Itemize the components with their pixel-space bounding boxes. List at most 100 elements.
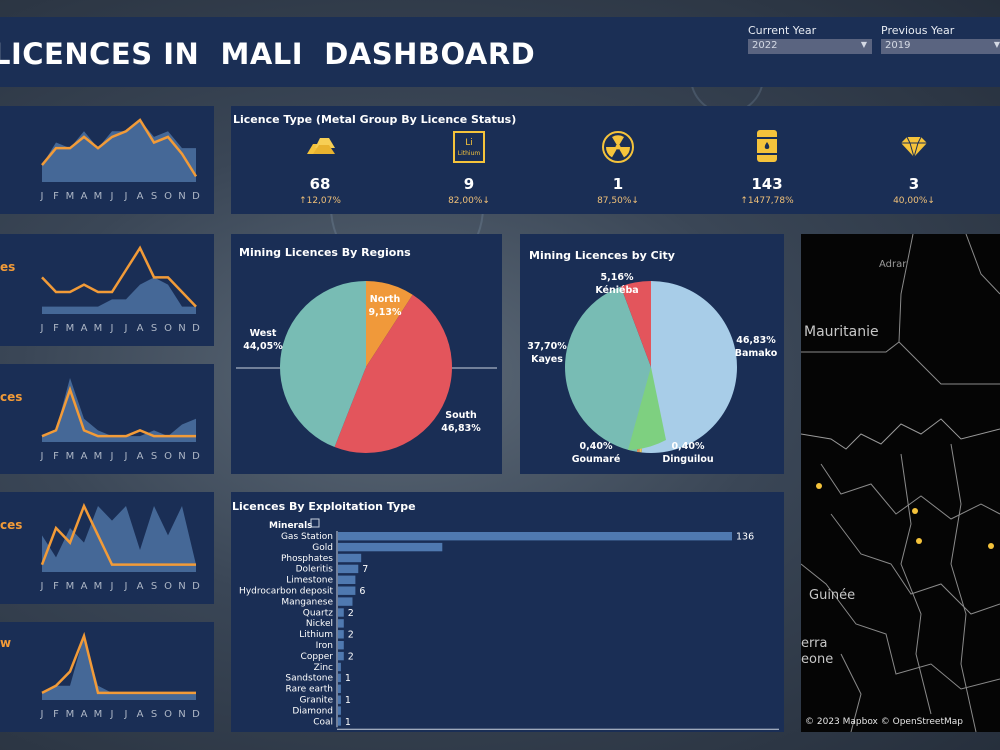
month-tick-label: S [151,709,157,720]
month-tick-label: N [178,709,185,720]
month-tick-label: A [137,191,144,202]
sparkline-area [42,378,196,442]
month-tick-label: M [94,709,103,720]
month-tick-label: M [94,451,103,462]
bar [338,619,344,628]
bar [338,597,353,606]
month-tick-label: M [66,581,75,592]
bar-category-label: Doleritis [296,565,334,575]
pie-label-dinguilou: Dinguilou [662,454,713,465]
kpi-change-gold: ↑12,07% [299,196,341,206]
pie-slice-south [334,294,452,453]
pie-slice-other [628,367,666,450]
sparkline-line [40,502,196,566]
regions-pie-chart[interactable]: North 9,13% South 46,83% West 44,05% [231,234,502,474]
bar-category-label: Iron [316,641,333,651]
bar-value-label: 136 [736,532,754,543]
bar [338,684,341,693]
bar [338,630,344,639]
bar-category-label: Limestone [286,576,333,586]
month-tick-label: F [53,191,59,202]
pie-slice-west [280,281,366,448]
month-tick-label: J [110,323,114,334]
map-label: Adrar [879,259,907,270]
month-tick-label: F [53,581,59,592]
pie-label-bamako-value: 46,83% [736,335,776,346]
bar-category-label: Sandstone [285,674,333,684]
month-tick-label: J [110,191,114,202]
map-borders [801,234,1000,732]
bar-category-label: Phosphates [281,554,333,564]
kpi-change-diamond: 40,00%↓ [893,196,935,206]
kpi-value-lithium: 9 [463,175,475,193]
bar [338,662,341,672]
month-tick-label: J [124,451,128,462]
month-tick-label: M [66,323,75,334]
map-label: eone [801,652,834,667]
lithium-symbol: Li [465,138,473,148]
map-panel[interactable]: Adrar Mauritanie Guinée erra eone © 2023… [801,234,1000,732]
month-tick-label: M [66,709,75,720]
month-tick-label: M [94,191,103,202]
sparkline-line [41,385,196,438]
kpi-change-oil: ↑1477,78% [740,196,794,206]
month-tick-label: J [40,581,44,592]
pie-slice-bamako [641,281,737,453]
bar-category-label: Coal [313,717,333,727]
month-tick-label: A [137,581,144,592]
month-tick-label: M [94,323,103,334]
sparkline-line [41,118,198,178]
bar [338,695,341,704]
month-tick-label: O [164,323,172,334]
sparkline-area [42,120,196,182]
month-tick-label: J [110,451,114,462]
month-tick-label: D [192,323,200,334]
month-tick-label: J [40,451,44,462]
month-tick-label: M [94,581,103,592]
month-tick-label: D [192,581,200,592]
pie-label-south: South [445,410,477,421]
kpi-value-uranium: 1 [612,175,624,193]
bar [338,673,341,683]
bar [338,575,356,584]
month-tick-label: O [164,581,172,592]
diamond-icon [901,136,927,158]
bar-category-label: Quartz [303,608,334,618]
month-tick-label: S [151,191,157,202]
radioactive-icon [602,131,634,163]
month-tick-label: J [124,323,128,334]
month-tick-label: M [66,451,75,462]
pie-slice-kayes [564,286,651,452]
regions-pie-title: Mining Licences By Regions [239,246,411,259]
pie-label-kenieba-value: 5,16% [601,272,634,283]
month-tick-label: J [40,709,44,720]
bar-value-label: 2 [348,651,354,662]
kpi-change-uranium: 87,50%↓ [597,196,639,206]
month-tick-label: N [178,191,185,202]
cities-pie-chart[interactable]: 46,83% Bamako 0,40% Dinguilou 0,40% Goumaré 37… [520,234,784,474]
bar-category-label: Diamond [292,706,333,716]
month-tick-label: J [124,709,128,720]
pie-label-dinguilou-value: 0,40% [672,441,705,452]
cities-pie-panel: Mining Licences by City 46,83% Bamako 0,40… [520,234,784,474]
sparkline-line [41,245,197,308]
month-tick-label: J [110,709,114,720]
sparkline-area [42,277,196,314]
bar [338,586,356,595]
bar-category-label: Hydrocarbon deposit [239,587,333,597]
bar-category-label: Zinc [314,663,333,673]
oil-barrel-icon [757,130,777,162]
map-attribution[interactable]: © 2023 Mapbox © OpenStreetMap [805,717,963,727]
current-year-dropdown[interactable]: 2022 ▼ [748,39,872,54]
previous-year-dropdown[interactable]: 2019 ▼ [881,39,1000,54]
kpi-value-gold: 68 [309,175,331,193]
cities-pie-title: Mining Licences by City [529,249,675,262]
